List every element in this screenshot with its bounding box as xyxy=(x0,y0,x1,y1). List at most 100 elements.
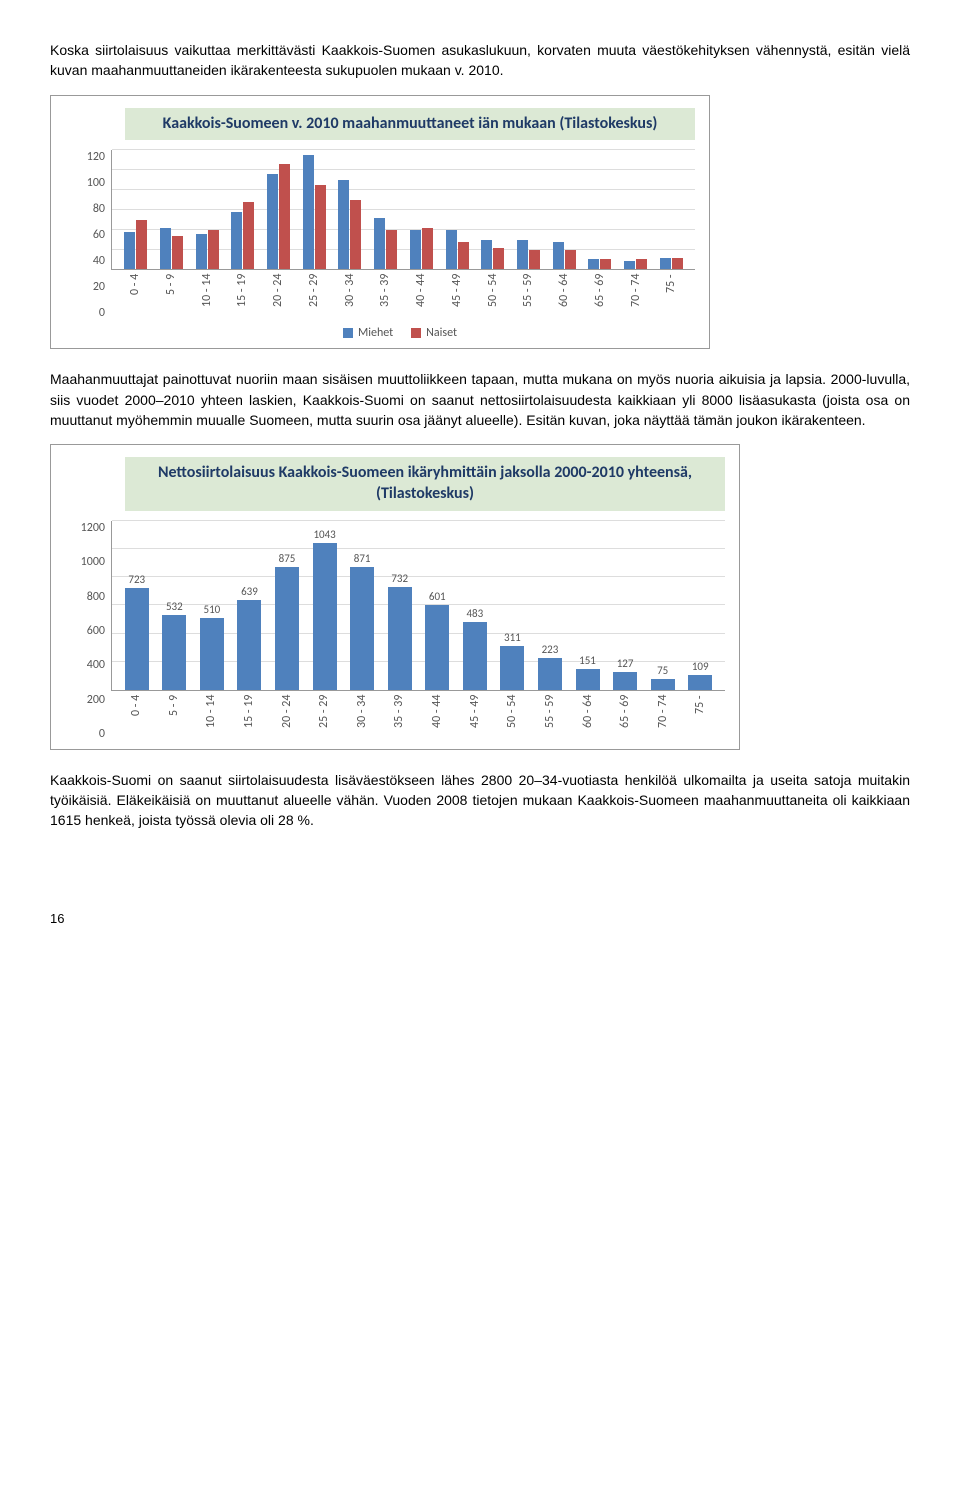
chart2-bar-group: 75 xyxy=(644,521,682,690)
chart2-bar xyxy=(651,679,675,690)
chart2-y-tick: 600 xyxy=(87,624,105,638)
chart2-bar-label: 510 xyxy=(193,603,231,616)
chart2-x-tick: 25 - 29 xyxy=(305,695,343,741)
chart-net-migration: Nettosiirtolaisuus Kaakkois-Suomeen ikär… xyxy=(50,444,740,750)
chart2-bar-group: 601 xyxy=(419,521,457,690)
chart2-bar-group: 732 xyxy=(381,521,419,690)
chart1-bar-group xyxy=(332,150,368,269)
chart1-bar xyxy=(553,242,564,270)
chart2-y-tick: 0 xyxy=(99,727,105,741)
chart1-bar-group xyxy=(296,150,332,269)
chart1-bar-group xyxy=(582,150,618,269)
chart-age-gender: Kaakkois-Suomeen v. 2010 maahanmuuttanee… xyxy=(50,95,710,350)
chart1-x-tick: 75 - xyxy=(653,274,689,320)
chart2-bar xyxy=(576,669,600,690)
chart2-x-tick: 45 - 49 xyxy=(456,695,494,741)
legend-label: Naiset xyxy=(426,326,457,340)
chart1-bar-group xyxy=(154,150,190,269)
chart2-y-axis: 120010008006004002000 xyxy=(65,521,111,741)
chart2-x-tick: 40 - 44 xyxy=(418,695,456,741)
chart1-bar-group xyxy=(189,150,225,269)
chart2-bar-group: 639 xyxy=(231,521,269,690)
chart2-x-axis: 0 - 45 - 910 - 1415 - 1920 - 2425 - 2930… xyxy=(111,691,725,741)
chart1-y-tick: 60 xyxy=(93,228,105,242)
chart2-bar xyxy=(500,646,524,690)
legend-swatch xyxy=(343,328,353,338)
chart2-x-tick: 0 - 4 xyxy=(117,695,155,741)
chart2-bar xyxy=(350,567,374,690)
chart2-bar-label: 311 xyxy=(494,631,532,644)
chart1-bar-group xyxy=(368,150,404,269)
chart1-bar xyxy=(303,155,314,269)
chart1-bar xyxy=(446,230,457,270)
chart2-bar xyxy=(425,605,449,690)
chart2-bar-label: 127 xyxy=(606,657,644,670)
chart2-x-tick: 15 - 19 xyxy=(230,695,268,741)
chart1-bar-group xyxy=(439,150,475,269)
paragraph-1: Koska siirtolaisuus vaikuttaa merkittävä… xyxy=(50,40,910,81)
chart1-x-tick: 15 - 19 xyxy=(224,274,260,320)
chart2-x-tick: 10 - 14 xyxy=(192,695,230,741)
chart2-bar xyxy=(388,587,412,690)
paragraph-3: Kaakkois-Suomi on saanut siirtolaisuudes… xyxy=(50,770,910,831)
paragraph-2: Maahanmuuttajat painottuvat nuoriin maan… xyxy=(50,369,910,430)
chart1-bar xyxy=(481,240,492,270)
chart1-bar xyxy=(279,164,290,269)
chart2-bar-label: 601 xyxy=(419,590,457,603)
chart2-bar-group: 151 xyxy=(569,521,607,690)
chart1-bar xyxy=(231,212,242,270)
chart1-y-tick: 80 xyxy=(93,202,105,216)
chart1-bar-group xyxy=(118,150,154,269)
chart1-y-axis: 120100806040200 xyxy=(65,150,111,320)
chart2-bar-label: 75 xyxy=(644,664,682,677)
chart1-title: Kaakkois-Suomeen v. 2010 maahanmuuttanee… xyxy=(125,108,695,141)
chart2-x-tick: 65 - 69 xyxy=(606,695,644,741)
chart1-bar xyxy=(672,258,683,270)
chart1-bar-group xyxy=(225,150,261,269)
chart2-bar-group: 223 xyxy=(531,521,569,690)
chart1-x-tick: 70 - 74 xyxy=(618,274,654,320)
chart1-legend-item: Naiset xyxy=(411,326,457,340)
chart2-bar-group: 1043 xyxy=(306,521,344,690)
chart2-bar-group: 127 xyxy=(606,521,644,690)
chart2-bar xyxy=(688,675,712,690)
chart1-bar xyxy=(338,180,349,269)
chart2-y-tick: 400 xyxy=(87,658,105,672)
chart1-x-axis: 0 - 45 - 910 - 1415 - 1920 - 2425 - 2930… xyxy=(111,270,695,320)
chart2-bar-label: 151 xyxy=(569,654,607,667)
chart2-title: Nettosiirtolaisuus Kaakkois-Suomeen ikär… xyxy=(125,457,725,511)
chart2-bar xyxy=(463,622,487,690)
chart2-bar-label: 483 xyxy=(456,607,494,620)
chart1-legend: Miehet Naiset xyxy=(105,320,695,340)
chart1-x-tick: 5 - 9 xyxy=(153,274,189,320)
chart2-x-tick: 20 - 24 xyxy=(268,695,306,741)
chart1-bar xyxy=(458,242,469,270)
chart1-bar xyxy=(350,200,361,269)
chart2-bar-label: 1043 xyxy=(306,528,344,541)
chart1-plot xyxy=(111,150,695,270)
legend-label: Miehet xyxy=(358,326,393,340)
chart1-bar-group xyxy=(653,150,689,269)
chart1-x-tick: 55 - 59 xyxy=(510,274,546,320)
chart2-y-tick: 1200 xyxy=(81,521,105,535)
chart1-bar-group xyxy=(546,150,582,269)
chart1-y-tick: 20 xyxy=(93,280,105,294)
chart2-x-tick: 60 - 64 xyxy=(569,695,607,741)
chart1-x-tick: 25 - 29 xyxy=(296,274,332,320)
chart2-bar-group: 510 xyxy=(193,521,231,690)
chart1-bar-group xyxy=(261,150,297,269)
chart1-y-tick: 120 xyxy=(87,150,105,164)
chart1-bar xyxy=(422,228,433,270)
chart2-x-tick: 55 - 59 xyxy=(531,695,569,741)
chart2-y-tick: 1000 xyxy=(81,555,105,569)
chart2-bar-group: 532 xyxy=(156,521,194,690)
chart1-bar xyxy=(588,259,599,269)
chart1-x-tick: 0 - 4 xyxy=(117,274,153,320)
chart2-bar xyxy=(538,658,562,689)
chart1-bar xyxy=(529,250,540,270)
chart2-x-tick: 5 - 9 xyxy=(155,695,193,741)
page-number: 16 xyxy=(50,911,910,926)
chart1-bar xyxy=(267,174,278,269)
chart2-bar-group: 109 xyxy=(681,521,719,690)
chart1-bar xyxy=(243,202,254,269)
